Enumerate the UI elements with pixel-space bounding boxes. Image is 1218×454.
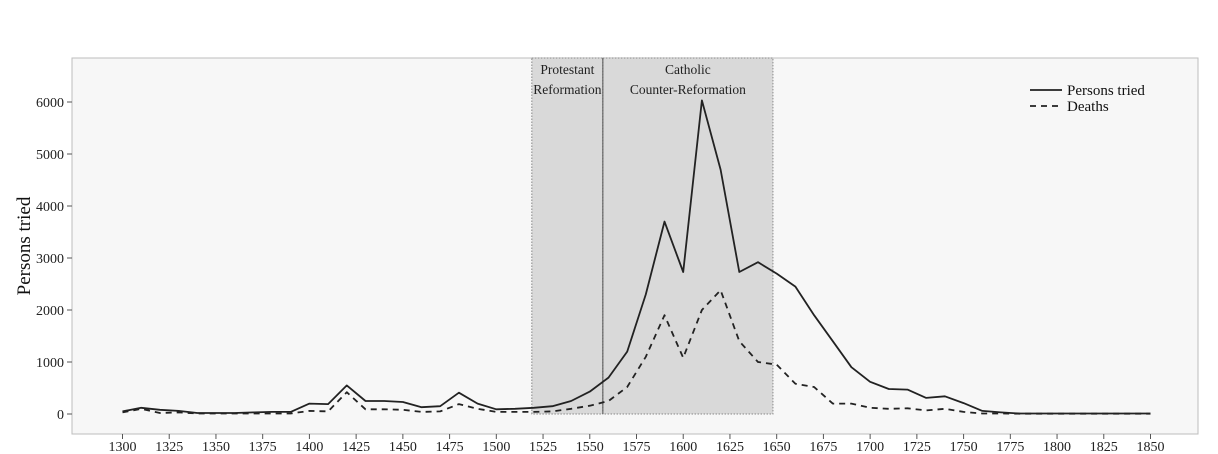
x-tick-label-1600: 1600 <box>669 440 697 454</box>
period-bands: Protestant Reformation Catholic Counter-Ref… <box>531 57 774 415</box>
x-tick-label-1550: 1550 <box>576 440 604 454</box>
x-tick-label-1450: 1450 <box>389 440 417 454</box>
x-tick-label-1575: 1575 <box>623 440 651 454</box>
period-band-1 <box>531 57 604 415</box>
x-tick-label-1700: 1700 <box>856 440 884 454</box>
x-tick-label-1800: 1800 <box>1043 440 1071 454</box>
y-tick-label-4000: 4000 <box>36 200 64 215</box>
y-tick-label-3000: 3000 <box>36 252 64 267</box>
x-tick-label-1325: 1325 <box>155 440 183 454</box>
y-tick-label-5000: 5000 <box>36 148 64 163</box>
x-tick-label-1775: 1775 <box>996 440 1024 454</box>
x-tick-label-1725: 1725 <box>903 440 931 454</box>
y-tick-label-2000: 2000 <box>36 304 64 319</box>
x-tick-label-1650: 1650 <box>763 440 791 454</box>
x-tick-label-1850: 1850 <box>1137 440 1165 454</box>
x-tick-label-1400: 1400 <box>295 440 323 454</box>
x-tick-label-1525: 1525 <box>529 440 557 454</box>
period-label-2-line-1: Catholic <box>665 62 711 77</box>
period-label-1-line-2: Reformation <box>533 82 601 97</box>
legend-label-1: Persons tried <box>1067 83 1145 99</box>
y-axis-title: Persons tried <box>14 196 35 295</box>
x-tick-label-1750: 1750 <box>950 440 978 454</box>
x-tick-label-1350: 1350 <box>202 440 230 454</box>
x-axis: 1300 1325 1350 1375 1400 1425 1450 1475 1500 1525… <box>109 434 1165 454</box>
y-axis: 0 1000 2000 3000 4000 5000 6000 <box>36 96 72 423</box>
period-label-2-line-2: Counter-Reformation <box>630 82 746 97</box>
y-tick-label-1000: 1000 <box>36 356 64 371</box>
series-line-persons-tried <box>122 99 1151 415</box>
x-tick-label-1500: 1500 <box>482 440 510 454</box>
y-tick-label-6000: 6000 <box>36 96 64 111</box>
x-tick-label-1675: 1675 <box>809 440 837 454</box>
x-tick-label-1425: 1425 <box>342 440 370 454</box>
x-tick-label-1300: 1300 <box>109 440 137 454</box>
legend-label-2: Deaths <box>1067 99 1109 115</box>
x-tick-label-1625: 1625 <box>716 440 744 454</box>
x-tick-label-1825: 1825 <box>1090 440 1118 454</box>
x-tick-label-1475: 1475 <box>436 440 464 454</box>
y-tick-label-0: 0 <box>57 408 64 423</box>
series-lines <box>122 99 1151 415</box>
x-tick-label-1375: 1375 <box>249 440 277 454</box>
period-label-1-line-1: Protestant <box>540 62 594 77</box>
